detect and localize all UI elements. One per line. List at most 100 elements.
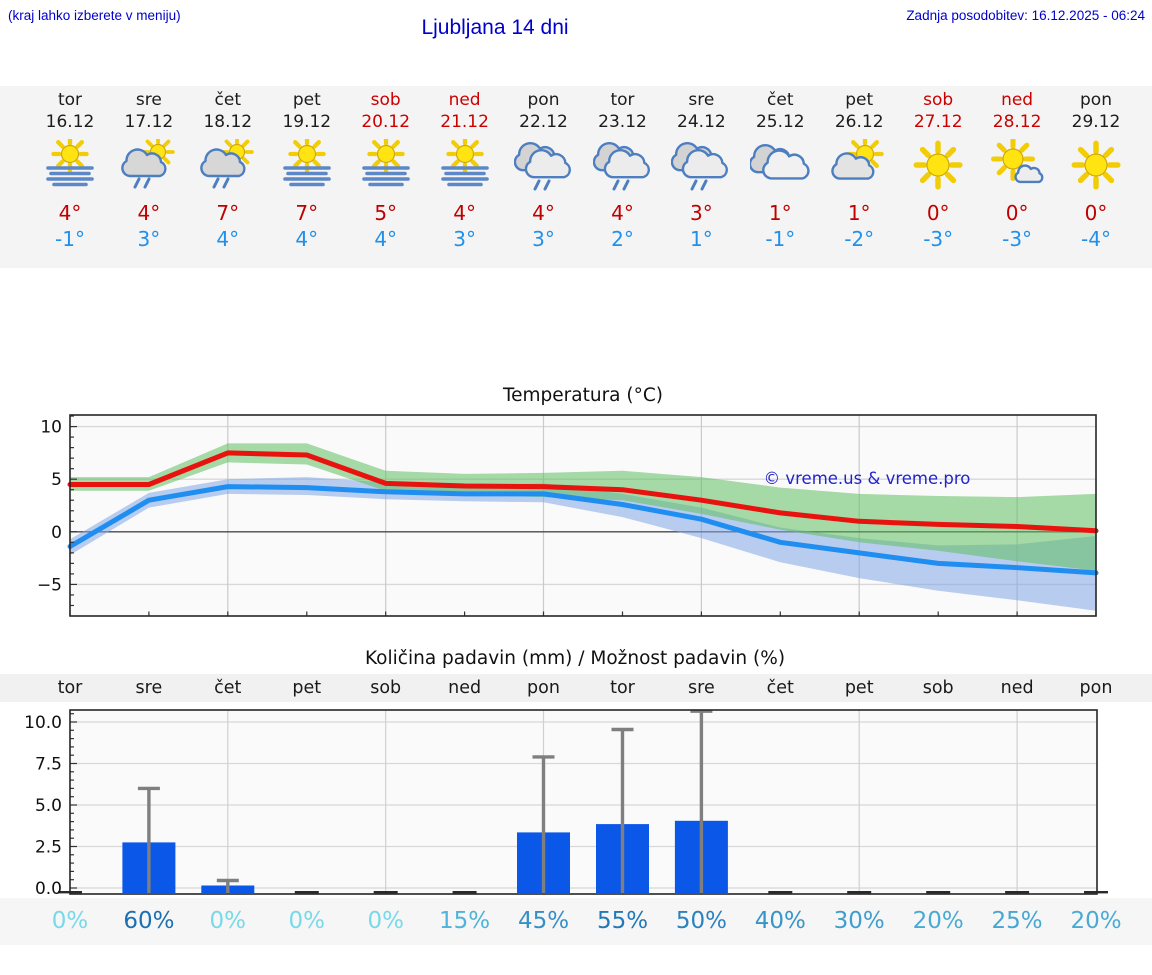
precip-day-label: čet	[767, 678, 794, 698]
day-date: 29.12	[1071, 112, 1121, 132]
day-date: 25.12	[755, 112, 805, 132]
precip-probability-strip	[0, 898, 1152, 945]
precip-chart-title: Količina padavin (mm) / Možnost padavin …	[365, 648, 785, 669]
cloud-rain-icon	[578, 139, 668, 191]
day-name: čet	[214, 90, 242, 110]
day-min-temp: 4°	[374, 227, 398, 251]
day-min-temp: 3°	[532, 227, 555, 251]
precip-day-label: pon	[1080, 678, 1113, 698]
day-date: 18.12	[203, 112, 253, 132]
day-column-17.12: sre 17.12 4° 3°	[104, 86, 194, 251]
cloudy-icon	[735, 139, 825, 191]
cloud-rain-icon	[499, 139, 589, 191]
day-min-temp: -4°	[1081, 227, 1111, 251]
day-max-temp: 4°	[453, 201, 476, 225]
precip-day-label: pon	[527, 678, 560, 698]
precip-probability: 0%	[210, 908, 247, 934]
precip-day-label: pet	[845, 678, 874, 698]
cloud-rain-icon	[656, 139, 746, 191]
day-name: sob	[370, 90, 401, 110]
day-name: sre	[688, 90, 715, 110]
precip-probability: 30%	[834, 908, 885, 934]
day-column-23.12: tor 23.12 4° 2°	[578, 86, 668, 251]
day-name: pet	[845, 90, 874, 110]
precip-day-label: tor	[610, 678, 636, 698]
day-min-temp: 4°	[216, 227, 240, 251]
day-name: sob	[923, 90, 954, 110]
day-column-19.12: pet 19.12 7° 4°	[262, 86, 352, 251]
precip-zero-mark	[294, 891, 319, 894]
temp-ytick: 10	[40, 418, 62, 438]
day-max-temp: 4°	[532, 201, 555, 225]
day-min-temp: -2°	[844, 227, 875, 251]
temp-ytick: 0	[51, 523, 62, 543]
location-hint: (kraj lahko izberete v meniju)	[8, 8, 181, 23]
day-column-27.12: sob 27.12 0° -3°	[893, 86, 983, 251]
day-date: 23.12	[598, 112, 647, 132]
day-name: tor	[57, 90, 83, 110]
day-max-temp: 4°	[137, 201, 161, 225]
precip-probability: 0%	[52, 908, 89, 934]
day-max-temp: 0°	[926, 201, 950, 225]
day-max-temp: 0°	[1084, 201, 1108, 225]
day-date: 28.12	[992, 112, 1042, 132]
sun-small-cloud-icon	[972, 137, 1062, 191]
day-max-temp: 7°	[295, 201, 319, 225]
day-min-temp: 3°	[453, 227, 476, 251]
precip-zero-mark	[452, 891, 477, 894]
day-min-temp: 3°	[137, 227, 161, 251]
day-max-temp: 5°	[374, 201, 398, 225]
day-date: 26.12	[834, 112, 884, 132]
day-max-temp: 4°	[611, 201, 634, 225]
day-name: ned	[448, 90, 481, 110]
day-date: 19.12	[282, 112, 332, 132]
day-max-temp: 1°	[768, 201, 792, 225]
precip-day-label-strip	[0, 674, 1152, 702]
day-min-temp: 2°	[611, 227, 634, 251]
temp-chart-title: Temperatura (°C)	[502, 385, 663, 406]
sunny-icon	[1051, 139, 1141, 191]
sun-cloud-rain-icon	[104, 135, 194, 191]
temp-ytick: −5	[37, 575, 62, 595]
day-max-temp: 3°	[690, 201, 713, 225]
day-column-26.12: pet 26.12 1° -2°	[814, 86, 904, 251]
day-min-temp: -3°	[1002, 227, 1033, 251]
day-name: pon	[1080, 90, 1112, 110]
day-column-28.12: ned 28.12 0° -3°	[972, 86, 1062, 251]
temperature-chart: −5 0 5 10 Temperatura (°C) © vreme.us & vreme…	[37, 385, 1099, 617]
precip-zero-mark	[373, 891, 398, 894]
forecast-day-strip: tor 16.12 4° -1° sre 17.12 4° 3° čet 18.12 7° 4° pet…	[0, 86, 1152, 268]
day-column-18.12: čet 18.12 7° 4°	[183, 86, 273, 251]
precip-probability: 20%	[913, 908, 964, 934]
day-column-29.12: pon 29.12 0° -4°	[1051, 86, 1141, 251]
sun-fog-icon	[25, 135, 115, 191]
sun-fog-icon	[341, 135, 431, 191]
day-min-temp: -3°	[923, 227, 954, 251]
precip-zero-mark	[847, 891, 872, 894]
sun-fog-icon	[420, 135, 510, 191]
precip-probability: 55%	[597, 908, 648, 934]
precip-zero-mark	[1084, 891, 1108, 894]
day-date: 27.12	[913, 112, 963, 132]
day-name: pet	[292, 90, 321, 110]
precip-day-label: tor	[58, 678, 84, 698]
day-name: pon	[527, 90, 560, 110]
precip-probability: 20%	[1070, 908, 1121, 934]
precip-ytick: 2.5	[35, 838, 62, 858]
day-date: 21.12	[440, 112, 489, 132]
day-date: 16.12	[45, 112, 95, 132]
precip-zero-mark	[768, 891, 793, 894]
precip-day-label: sre	[688, 678, 715, 698]
day-column-20.12: sob 20.12 5° 4°	[341, 86, 431, 251]
day-column-22.12: pon 22.12 4° 3°	[499, 86, 589, 251]
precip-ytick: 0.0	[35, 879, 62, 899]
temp-ytick: 5	[51, 470, 62, 490]
precip-zero-mark	[1005, 891, 1030, 894]
precip-ytick: 10.0	[24, 713, 62, 733]
precip-ytick: 7.5	[35, 755, 62, 775]
precip-probability: 0%	[367, 908, 404, 934]
day-name: tor	[610, 90, 635, 110]
day-name: sre	[135, 90, 162, 110]
day-min-temp: 4°	[295, 227, 319, 251]
